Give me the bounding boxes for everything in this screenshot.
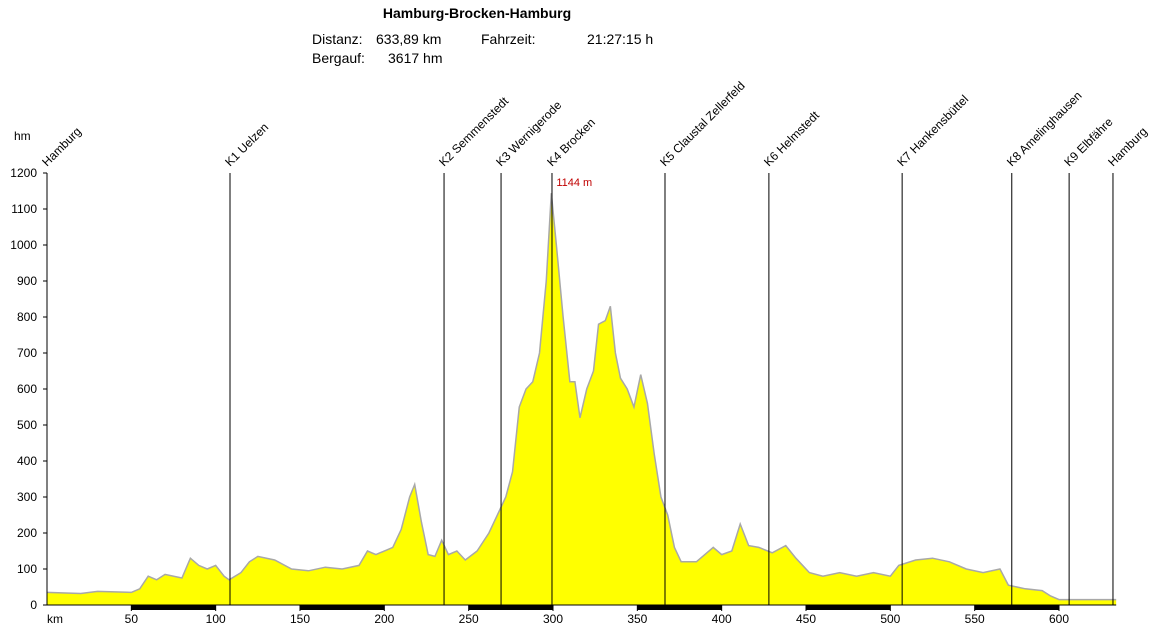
y-tick-label: 200 (17, 526, 37, 540)
info-value: 21:27:15 h (587, 31, 653, 47)
y-tick-label: 600 (17, 382, 37, 396)
info-label: Bergauf: (312, 50, 365, 66)
scale-bar (468, 605, 553, 610)
y-tick-label: 1000 (10, 238, 37, 252)
y-tick-label: 300 (17, 490, 37, 504)
scale-bar (890, 605, 975, 610)
x-tick-label: 400 (712, 612, 732, 626)
y-tick-label: 900 (17, 274, 37, 288)
x-tick-label: 550 (965, 612, 985, 626)
elevation-line (46, 193, 1117, 601)
peak-annotation: 1144 m (556, 177, 592, 189)
station-label: K7 Hankensbüttel (894, 92, 971, 169)
x-tick-label: 300 (543, 612, 563, 626)
info-label: Distanz: (312, 31, 363, 47)
scale-bar (806, 605, 891, 610)
y-tick-label: 100 (17, 562, 37, 576)
scale-bar (300, 605, 385, 610)
scale-bar (215, 605, 300, 610)
y-tick-label: 800 (17, 310, 37, 324)
x-tick-label: 50 (125, 612, 139, 626)
x-tick-label: 150 (290, 612, 310, 626)
station-label: Hamburg (39, 124, 84, 169)
scale-bar (637, 605, 722, 610)
station-label: K6 Helmstedt (761, 108, 822, 169)
station-label: K5 Claustal Zellerfeld (657, 79, 748, 170)
y-tick-label: 700 (17, 346, 37, 360)
station-label: Hamburg (1105, 124, 1150, 169)
x-axis-label: km (47, 612, 63, 626)
info-value: 3617 hm (388, 50, 442, 66)
elevation-area (47, 193, 1117, 605)
chart-title: Hamburg-Brocken-Hamburg (383, 5, 571, 21)
station-label: K1 Uelzen (222, 120, 271, 169)
scale-bar (721, 605, 806, 610)
x-tick-label: 100 (206, 612, 226, 626)
y-tick-label: 1100 (11, 202, 37, 216)
station-label: K4 Brocken (544, 115, 598, 169)
y-tick-label: 500 (17, 418, 37, 432)
x-tick-label: 200 (374, 612, 394, 626)
x-tick-label: 600 (1049, 612, 1069, 626)
x-tick-label: 450 (796, 612, 816, 626)
x-tick-label: 500 (880, 612, 900, 626)
y-tick-label: 1200 (10, 166, 37, 180)
info-value: 633,89 km (376, 31, 441, 47)
scale-bar (47, 605, 132, 610)
x-tick-label: 250 (459, 612, 479, 626)
scale-bar (131, 605, 216, 610)
y-axis-label: hm (14, 129, 31, 143)
y-tick-label: 400 (17, 454, 37, 468)
scale-bar (553, 605, 638, 610)
x-tick-label: 350 (627, 612, 647, 626)
scale-bar (974, 605, 1059, 610)
scale-bar (384, 605, 469, 610)
info-label: Fahrzeit: (481, 31, 535, 47)
y-tick-label: 0 (30, 598, 37, 612)
scale-bar (1059, 605, 1117, 610)
